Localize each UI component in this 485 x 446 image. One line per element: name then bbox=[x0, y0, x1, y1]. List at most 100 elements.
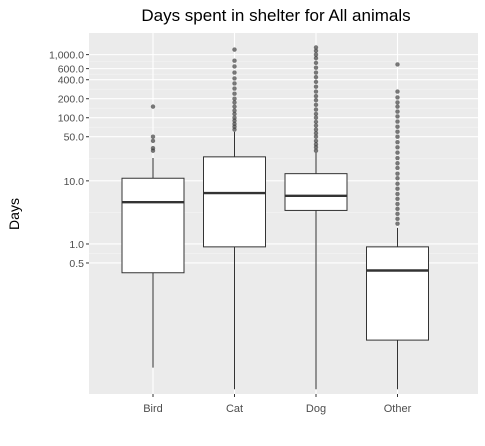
y-tick-label: 10.0 bbox=[64, 176, 85, 188]
outlier-point bbox=[395, 206, 400, 212]
outlier-point bbox=[395, 109, 400, 114]
y-tick-label: 400.0 bbox=[58, 75, 84, 87]
outlier-point bbox=[395, 114, 400, 119]
x-tick-label: Other bbox=[384, 403, 412, 415]
outlier-point bbox=[232, 91, 237, 96]
outlier-point bbox=[395, 62, 400, 67]
outlier-point bbox=[313, 45, 319, 50]
outlier-point bbox=[395, 89, 400, 94]
outlier-point bbox=[395, 129, 400, 134]
outlier-point bbox=[395, 150, 400, 155]
outlier-point bbox=[395, 119, 400, 124]
outlier-point bbox=[313, 127, 319, 132]
outlier-point bbox=[313, 65, 319, 70]
outlier-point bbox=[232, 104, 237, 109]
chart-title: Days spent in shelter for All animals bbox=[141, 6, 410, 25]
outlier-point bbox=[395, 196, 400, 201]
outlier-point bbox=[395, 134, 400, 139]
outlier-point bbox=[395, 100, 400, 105]
outlier-point bbox=[313, 111, 319, 117]
outlier-point bbox=[313, 138, 319, 144]
outlier-point bbox=[395, 95, 400, 100]
outlier-point bbox=[150, 138, 156, 144]
outlier-point bbox=[232, 121, 237, 127]
outlier-point bbox=[395, 186, 400, 191]
box-other bbox=[366, 62, 429, 390]
outlier-point bbox=[395, 171, 400, 176]
box-dog bbox=[284, 45, 348, 390]
outlier-point bbox=[313, 145, 319, 150]
iqr-box bbox=[121, 177, 185, 274]
outlier-point bbox=[313, 84, 319, 89]
y-tick-label: 200.0 bbox=[58, 94, 84, 106]
outlier-point bbox=[395, 104, 400, 109]
outlier-point bbox=[313, 134, 319, 139]
outlier-point bbox=[232, 108, 237, 113]
outlier-point bbox=[150, 134, 156, 139]
outlier-point bbox=[313, 70, 319, 75]
outlier-point bbox=[395, 221, 400, 226]
outlier-point bbox=[395, 216, 400, 222]
outlier-point bbox=[395, 181, 400, 186]
outlier-point bbox=[313, 107, 319, 112]
outlier-point bbox=[232, 76, 237, 81]
outlier-point bbox=[395, 201, 400, 207]
outlier-point bbox=[395, 155, 400, 161]
box-cat bbox=[203, 47, 266, 390]
outlier-point bbox=[395, 176, 400, 181]
outlier-point bbox=[313, 142, 319, 147]
y-tick-label: 50.0 bbox=[64, 132, 85, 144]
outlier-point bbox=[232, 100, 237, 105]
outlier-point bbox=[232, 70, 237, 75]
box-bird bbox=[121, 104, 185, 368]
y-tick-label: 100.0 bbox=[58, 113, 84, 125]
x-tick-label: Dog bbox=[306, 403, 326, 415]
iqr-box bbox=[284, 173, 348, 211]
outlier-point bbox=[232, 111, 237, 117]
outlier-point bbox=[232, 58, 237, 63]
x-tick-label: Cat bbox=[226, 403, 243, 415]
outlier-point bbox=[313, 148, 319, 153]
iqr-box bbox=[366, 246, 429, 341]
outlier-point bbox=[395, 145, 400, 150]
box-layer bbox=[121, 45, 429, 390]
outlier-point bbox=[232, 96, 237, 101]
outlier-point bbox=[232, 115, 237, 120]
outlier-point bbox=[395, 124, 400, 129]
outlier-point bbox=[313, 102, 319, 108]
iqr-box bbox=[203, 156, 266, 248]
outlier-point bbox=[232, 81, 237, 86]
outlier-point bbox=[395, 161, 400, 166]
outlier-point bbox=[232, 64, 237, 69]
y-tick-label: 1.0 bbox=[69, 239, 84, 251]
outlier-point bbox=[232, 86, 237, 91]
y-tick-label: 1,000.0 bbox=[49, 50, 84, 62]
outlier-point bbox=[313, 123, 319, 128]
x-tick-label: Bird bbox=[143, 403, 163, 415]
outlier-point bbox=[395, 191, 400, 197]
outlier-point bbox=[313, 48, 319, 53]
outlier-point bbox=[313, 89, 319, 94]
outlier-point bbox=[395, 211, 400, 217]
outlier-point bbox=[150, 145, 156, 151]
y-axis-label: Days bbox=[6, 198, 22, 230]
outlier-point bbox=[313, 60, 319, 66]
x-axis: Bird Cat Dog Other bbox=[143, 394, 412, 415]
outlier-point bbox=[313, 79, 319, 85]
outlier-point bbox=[313, 55, 319, 61]
outlier-point bbox=[150, 104, 156, 109]
outlier-point bbox=[313, 97, 319, 103]
outlier-point bbox=[395, 139, 400, 145]
outlier-point bbox=[395, 165, 400, 171]
y-tick-label: 600.0 bbox=[58, 64, 84, 76]
outlier-point bbox=[313, 130, 319, 136]
outlier-point bbox=[313, 93, 319, 99]
outlier-point bbox=[232, 47, 237, 52]
outlier-point bbox=[313, 52, 319, 57]
y-tick-label: 0.5 bbox=[69, 258, 84, 270]
outlier-point bbox=[313, 115, 319, 120]
outlier-point bbox=[313, 74, 319, 80]
